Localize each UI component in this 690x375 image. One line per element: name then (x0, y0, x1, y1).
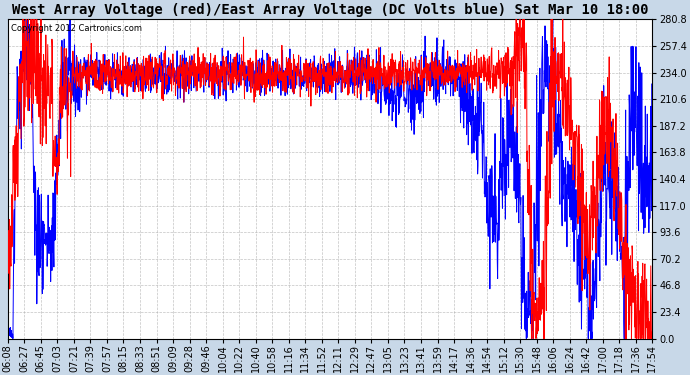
Text: Copyright 2012 Cartronics.com: Copyright 2012 Cartronics.com (11, 24, 142, 33)
Title: West Array Voltage (red)/East Array Voltage (DC Volts blue) Sat Mar 10 18:00: West Array Voltage (red)/East Array Volt… (12, 3, 649, 17)
